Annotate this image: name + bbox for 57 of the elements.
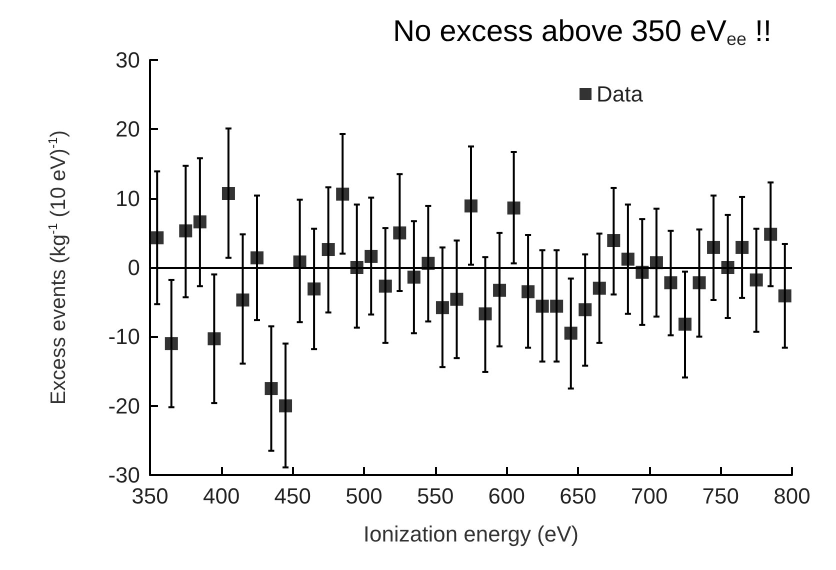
point: [607, 234, 620, 248]
x-tick-label: 600: [488, 484, 526, 508]
point: [436, 301, 449, 314]
point: [478, 307, 492, 320]
point: [393, 226, 406, 240]
point: [279, 399, 292, 412]
x-tick-label: 550: [416, 484, 454, 508]
point: [150, 231, 164, 244]
point: [164, 337, 178, 350]
point: [692, 276, 706, 290]
x-tick-label: 400: [202, 484, 240, 508]
y-tick-label: -20: [108, 393, 140, 418]
point: [378, 280, 392, 293]
y-axis-title: Excess events (kg-1 (10 eV)-1): [46, 130, 70, 405]
y-tick-label: -10: [108, 324, 140, 350]
x-tick-label: 500: [346, 484, 382, 508]
point: [336, 188, 350, 201]
point: [678, 318, 692, 331]
y-tick-label: 20: [116, 116, 140, 142]
point: [578, 303, 592, 316]
x-tick-label: 650: [560, 484, 596, 508]
point: [208, 332, 221, 346]
point: [750, 273, 763, 286]
point: [764, 228, 778, 241]
point: [592, 282, 606, 295]
point: [364, 250, 378, 263]
point: [550, 300, 564, 313]
x-axis-title: Ionization energy (eV): [363, 522, 579, 546]
x-tick-label: 700: [630, 484, 668, 508]
point: [464, 199, 478, 212]
y-tick-label: 30: [116, 48, 140, 72]
point: [450, 292, 464, 306]
point: [179, 224, 192, 238]
legend-label: Data: [596, 82, 644, 106]
point: [236, 294, 250, 307]
point: [264, 382, 278, 396]
point: [407, 270, 420, 284]
point: [522, 285, 535, 298]
x-tick-label: 800: [774, 484, 810, 508]
y-tick-label: 10: [116, 186, 140, 211]
point: [664, 276, 678, 290]
point: [564, 326, 578, 340]
x-tick-label: 450: [274, 484, 312, 508]
x-tick-label: 750: [702, 484, 740, 508]
point: [322, 243, 335, 256]
point: [493, 284, 506, 297]
point: [308, 282, 321, 296]
point: [222, 186, 235, 200]
point: [250, 251, 264, 264]
point: [507, 202, 520, 215]
point: [736, 240, 749, 254]
point: [536, 300, 549, 313]
y-tick-label: 0: [128, 255, 140, 280]
point: [621, 252, 634, 266]
point: [778, 289, 792, 302]
point: [707, 240, 720, 254]
point: [193, 215, 206, 228]
